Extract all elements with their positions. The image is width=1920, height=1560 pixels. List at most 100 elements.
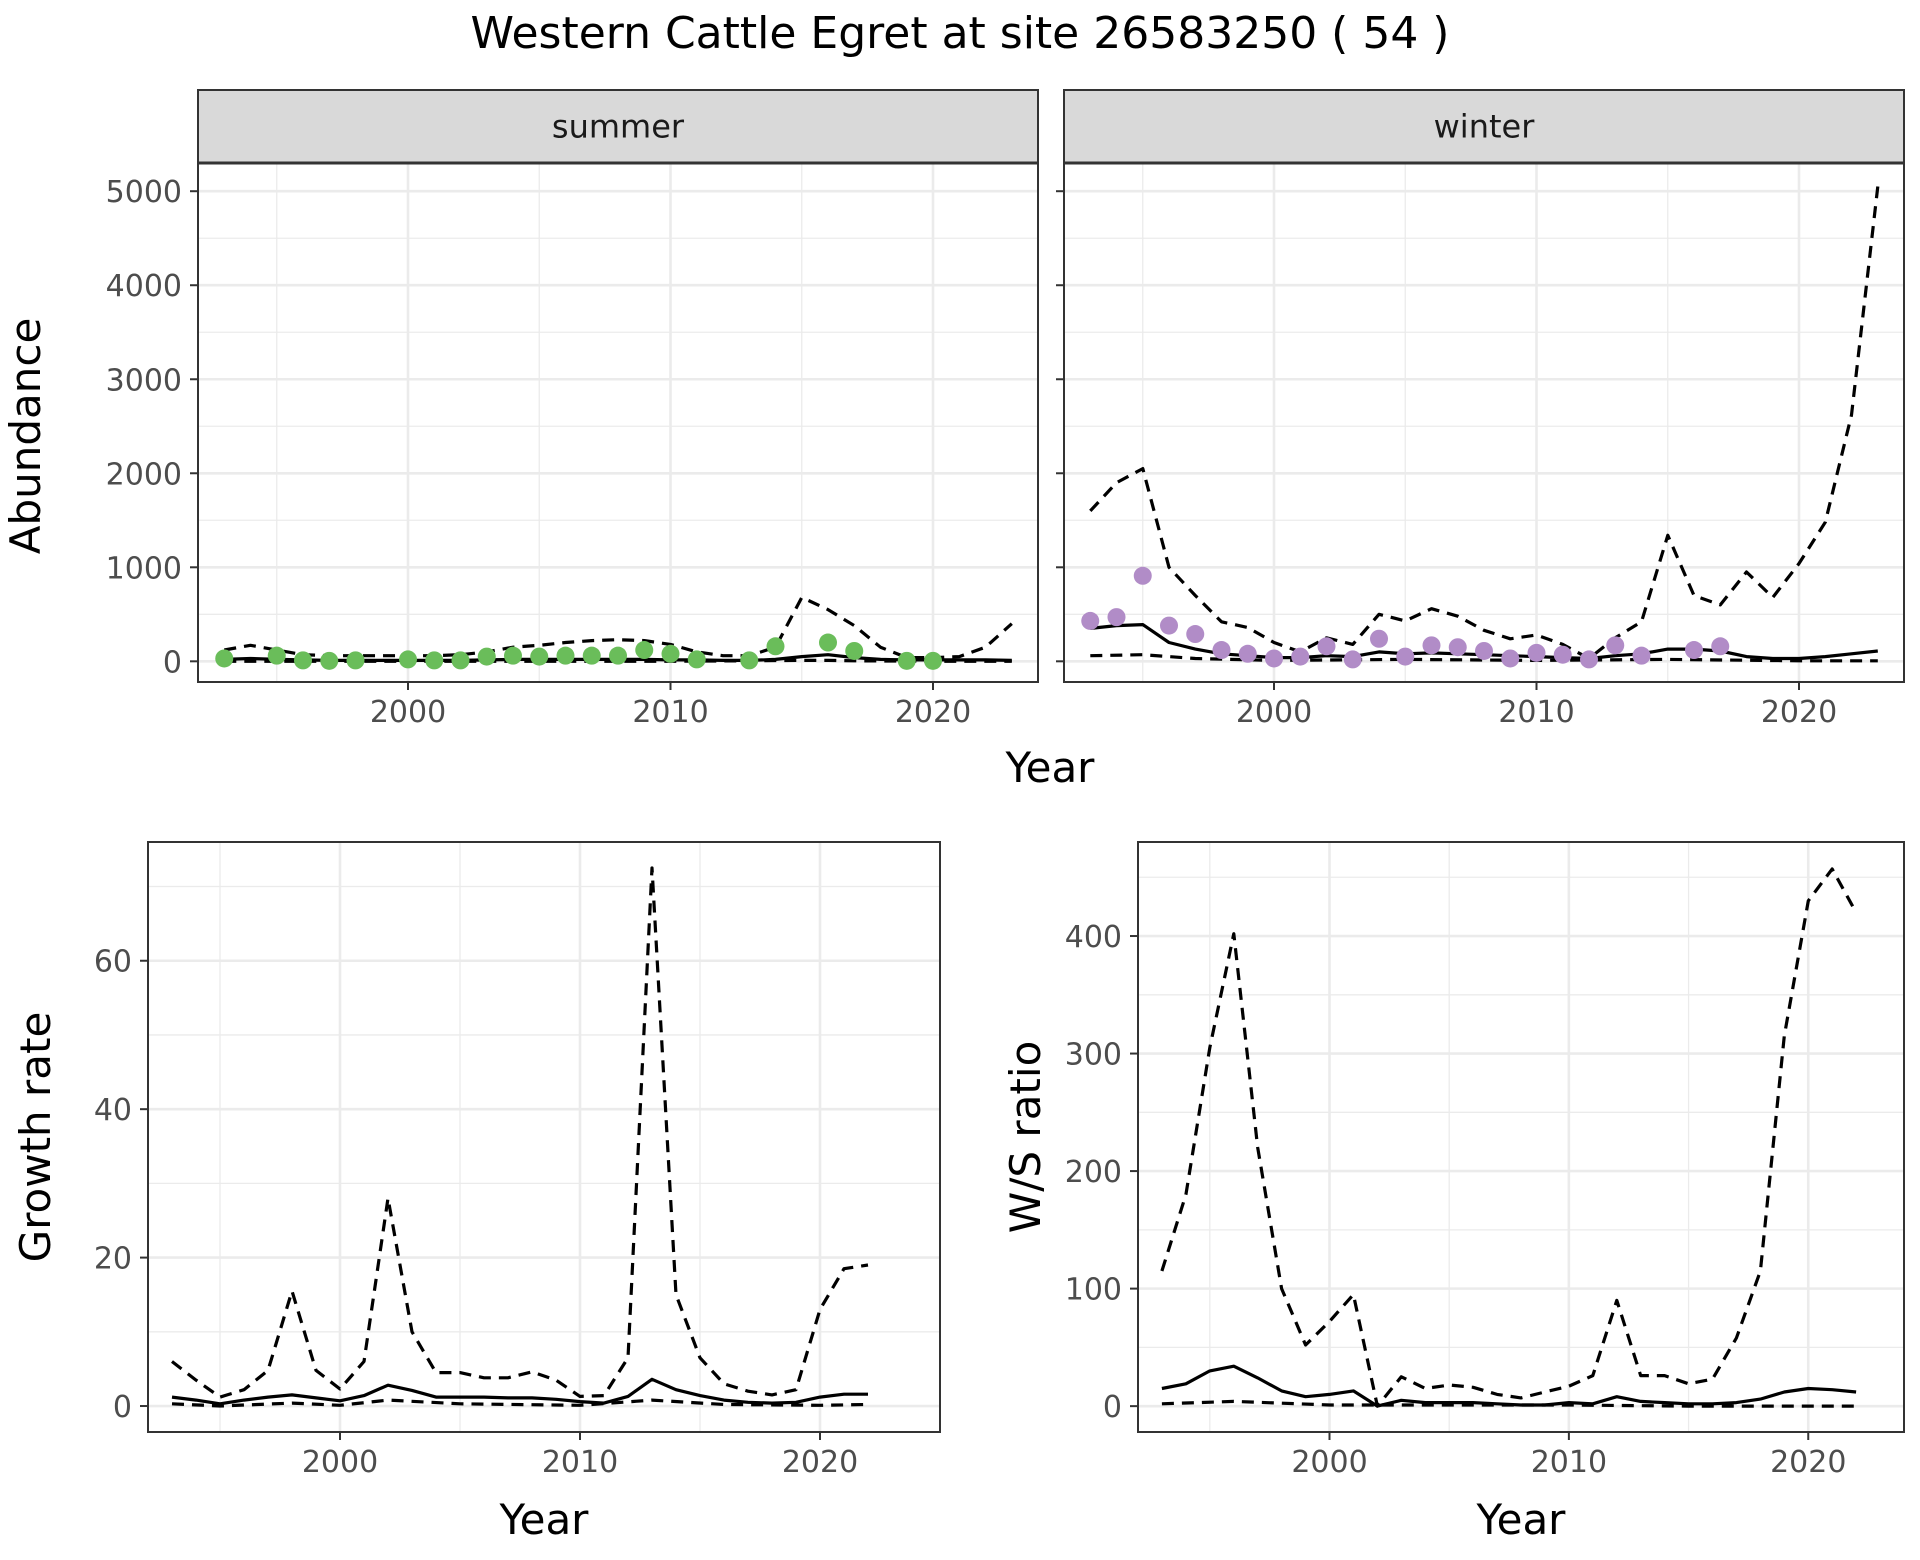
data-point: [451, 651, 470, 670]
data-point: [399, 650, 417, 669]
x-axis-title: Year: [1476, 1495, 1567, 1544]
y-tick-label: 0: [163, 645, 182, 680]
data-point: [766, 637, 785, 656]
data-point: [267, 646, 286, 665]
data-point: [1527, 643, 1546, 662]
panel-winter: winter 2000 2010 2020: [1056, 89, 1905, 730]
grid: [198, 163, 1038, 682]
y-tick-label: 60: [94, 945, 132, 980]
lower-bound-line: [1090, 653, 1878, 663]
lower-bound-line: [171, 1398, 869, 1408]
data-point: [687, 650, 706, 669]
x-tick-label: 2020: [1770, 1445, 1846, 1480]
data-point: [1501, 649, 1520, 668]
x-axis-title: Year: [1005, 743, 1096, 792]
data-point: [845, 641, 864, 660]
y-tick-label: 40: [94, 1093, 132, 1128]
data-point: [609, 646, 627, 665]
data-point: [1343, 650, 1362, 669]
data-point: [819, 633, 837, 652]
lower-bound-line: [1161, 1399, 1857, 1408]
data-point: [1711, 637, 1730, 656]
data-point: [1081, 611, 1100, 630]
grid: [1138, 842, 1904, 1432]
upper-bound-line: [1089, 186, 1880, 661]
estimate-line: [171, 1377, 868, 1406]
data-point: [1685, 641, 1703, 660]
x-axis-title: Year: [499, 1495, 590, 1544]
x-tick-label: 2000: [1291, 1445, 1367, 1480]
panel-ratio: 2000 2010 2020 0 100 200 300 400 Year W/S ratio: [1001, 841, 1905, 1544]
data-point: [1265, 649, 1283, 668]
upper-bound-line: [1160, 867, 1858, 1408]
panel-growth: 2000 2010 2020 0 20 40 60 Year Growth rate: [11, 841, 941, 1544]
data-point: [1186, 625, 1205, 644]
data-point: [635, 641, 654, 660]
y-tick-label: 300: [1065, 1038, 1122, 1073]
data-point: [346, 651, 365, 670]
data-point: [924, 651, 942, 670]
data-point: [530, 647, 549, 666]
x-tick-label: 2020: [782, 1445, 858, 1480]
lower-bound-line: [224, 658, 1012, 663]
panel-border: [1063, 162, 1905, 683]
y-tick-label: 3000: [106, 363, 182, 398]
data-point: [556, 646, 575, 665]
data-point: [425, 651, 444, 670]
x-tick-label: 2000: [370, 695, 446, 730]
x-tick-label: 2020: [895, 695, 971, 730]
data-point: [1396, 647, 1415, 666]
data-point: [661, 644, 680, 663]
data-point: [1317, 637, 1336, 656]
data-point: [1580, 650, 1598, 669]
x-tick-label: 2000: [1236, 695, 1312, 730]
facet-strip: [197, 89, 1039, 164]
panel-border: [147, 841, 941, 1433]
y-tick-label: 200: [1065, 1155, 1122, 1190]
upper-bound-line: [171, 866, 869, 1399]
y-axis-title: W/S ratio: [1001, 1041, 1050, 1234]
data-point: [477, 647, 496, 666]
y-tick-label: 1000: [106, 551, 182, 586]
data-point: [1606, 636, 1625, 655]
data-point: [1370, 629, 1388, 648]
y-tick-label: 5000: [106, 175, 182, 210]
data-point: [1553, 645, 1572, 664]
data-layer: [1081, 186, 1880, 669]
data-point: [1475, 641, 1493, 660]
data-point: [1160, 616, 1178, 635]
data-point: [582, 646, 601, 665]
x-tick-label: 2000: [302, 1445, 378, 1480]
x-tick-label: 2010: [542, 1445, 618, 1480]
panel-summer: summer 2000 2010 2020 0 1000 2000 3000 4000 5000: [106, 89, 1039, 730]
x-tick-label: 2020: [1761, 695, 1837, 730]
y-axis-title: Growth rate: [11, 1012, 60, 1263]
data-point: [320, 651, 339, 670]
data-layer: [1160, 867, 1858, 1408]
data-point: [215, 649, 234, 668]
y-tick-label: 4000: [106, 269, 182, 304]
y-tick-label: 0: [1103, 1390, 1122, 1425]
x-tick-label: 2010: [1531, 1445, 1607, 1480]
y-tick-label: 20: [94, 1242, 132, 1277]
data-point: [294, 651, 312, 670]
data-point: [1212, 641, 1231, 660]
y-axis-title: Abundance: [1, 318, 50, 555]
estimate-line: [1161, 1364, 1857, 1408]
x-tick-label: 2010: [1498, 695, 1574, 730]
data-layer: [215, 595, 1013, 670]
data-point: [1291, 647, 1310, 666]
upper-bound-line: [224, 595, 1013, 660]
data-point: [1632, 646, 1651, 665]
data-layer: [171, 866, 869, 1408]
data-point: [1448, 638, 1467, 657]
data-point: [1238, 644, 1257, 663]
data-point: [1133, 566, 1152, 585]
data-point: [504, 646, 522, 665]
data-point: [897, 651, 916, 670]
data-point: [1422, 636, 1441, 655]
grid: [1064, 163, 1904, 682]
data-point: [740, 651, 759, 670]
facet-strip-label: winter: [1434, 108, 1536, 146]
